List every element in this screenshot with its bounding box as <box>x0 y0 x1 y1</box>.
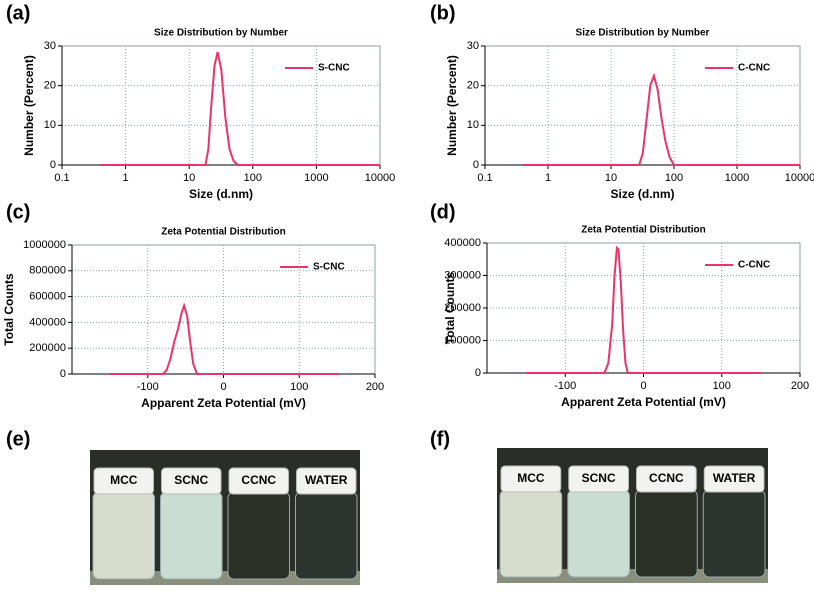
photo-shelf <box>497 569 768 583</box>
panel-label: (e) <box>6 428 30 450</box>
vial-lid <box>93 467 154 495</box>
x-tick-label: 100 <box>713 380 731 392</box>
y-tick-label: 600000 <box>29 291 66 303</box>
vial-label: CCNC <box>649 471 684 485</box>
data-line <box>526 245 761 374</box>
y-axis-label: Number (Percent) <box>22 55 36 156</box>
x-tick-label: 0.1 <box>54 172 69 184</box>
vial-label: CCNC <box>241 473 276 487</box>
y-tick-label: 0 <box>50 159 56 171</box>
y-tick-label: 10 <box>467 119 479 131</box>
vial-lid <box>296 467 357 495</box>
data-line <box>100 51 380 166</box>
legend-label: S-CNC <box>313 262 345 273</box>
x-axis-label: Size (d.nm) <box>610 187 674 201</box>
vial-lid <box>703 465 765 493</box>
vial-lid <box>568 465 629 493</box>
legend-label: C-CNC <box>738 63 770 74</box>
vial-label: MCC <box>110 473 138 487</box>
x-tick-label: 100 <box>290 381 308 393</box>
y-tick-label: 20 <box>467 80 479 92</box>
panel-label: (c) <box>6 201 30 223</box>
y-tick-label: 200000 <box>29 342 66 354</box>
y-tick-label: 0 <box>475 367 481 379</box>
panel-label: (b) <box>430 2 456 24</box>
y-axis-label: Total Counts <box>2 273 16 346</box>
x-tick-label: 0 <box>640 380 646 392</box>
chart-title: Zeta Potential Distribution <box>161 227 285 238</box>
x-tick-label: 0.1 <box>477 172 492 184</box>
x-tick-label: 1000 <box>304 172 328 184</box>
vial-lid <box>636 465 697 493</box>
y-tick-label: 1000000 <box>23 239 66 251</box>
chart-title: Size Distribution by Number <box>154 28 288 39</box>
vial-body <box>702 489 766 578</box>
x-tick-label: 10 <box>183 172 195 184</box>
y-axis-label: Total Counts <box>443 271 457 344</box>
data-line <box>522 72 800 166</box>
photo-shelf <box>90 571 360 585</box>
vial-lid <box>228 467 289 495</box>
x-tick-label: 0 <box>220 381 226 393</box>
x-axis-label: Size (d.nm) <box>189 187 253 201</box>
chart-title: Size Distribution by Number <box>576 28 710 39</box>
x-tick-label: 10000 <box>785 172 814 184</box>
y-tick-label: 100000 <box>444 334 481 346</box>
x-tick-label: 100 <box>244 172 262 184</box>
x-tick-label: 100 <box>665 172 683 184</box>
vial-body <box>295 491 358 580</box>
y-tick-label: 30 <box>467 40 479 52</box>
panel-label: (f) <box>430 428 450 450</box>
y-tick-label: 400000 <box>29 316 66 328</box>
vial-body <box>499 489 563 578</box>
x-tick-label: 1 <box>545 172 551 184</box>
x-axis-label: Apparent Zeta Potential (mV) <box>141 396 306 410</box>
vial-body <box>160 491 223 580</box>
vial-lid <box>161 467 222 495</box>
legend-label: S-CNC <box>318 63 350 74</box>
x-tick-label: 200 <box>366 381 384 393</box>
vial-label: WATER <box>305 473 348 487</box>
legend-label: C-CNC <box>738 260 770 271</box>
chart-title: Zeta Potential Distribution <box>581 225 705 236</box>
panel-label: (d) <box>430 201 456 223</box>
y-tick-label: 300000 <box>444 269 481 281</box>
x-tick-label: -100 <box>137 381 159 393</box>
y-tick-label: 10 <box>44 119 56 131</box>
y-tick-label: 0 <box>60 368 66 380</box>
vial-label: MCC <box>517 471 545 485</box>
vial-body <box>227 491 290 580</box>
panel-label: (a) <box>6 2 30 24</box>
vial-body <box>567 489 630 578</box>
y-tick-label: 200000 <box>444 302 481 314</box>
x-tick-label: -100 <box>554 380 576 392</box>
y-tick-label: 0 <box>473 159 479 171</box>
vial-lid <box>500 465 562 493</box>
data-line <box>109 302 338 375</box>
y-tick-label: 30 <box>44 40 56 52</box>
vial-label: WATER <box>713 471 756 485</box>
x-tick-label: 10 <box>605 172 617 184</box>
vial-label: SCNC <box>582 471 616 485</box>
x-tick-label: 200 <box>791 380 809 392</box>
x-tick-label: 10000 <box>365 172 396 184</box>
y-tick-label: 20 <box>44 80 56 92</box>
vial-body <box>92 491 155 580</box>
y-tick-label: 400000 <box>444 237 481 249</box>
x-tick-label: 1000 <box>725 172 749 184</box>
x-tick-label: 1 <box>123 172 129 184</box>
vial-body <box>635 489 698 578</box>
y-axis-label: Number (Percent) <box>445 55 459 156</box>
y-tick-label: 800000 <box>29 265 66 277</box>
vial-label: SCNC <box>174 473 208 487</box>
x-axis-label: Apparent Zeta Potential (mV) <box>561 395 726 409</box>
